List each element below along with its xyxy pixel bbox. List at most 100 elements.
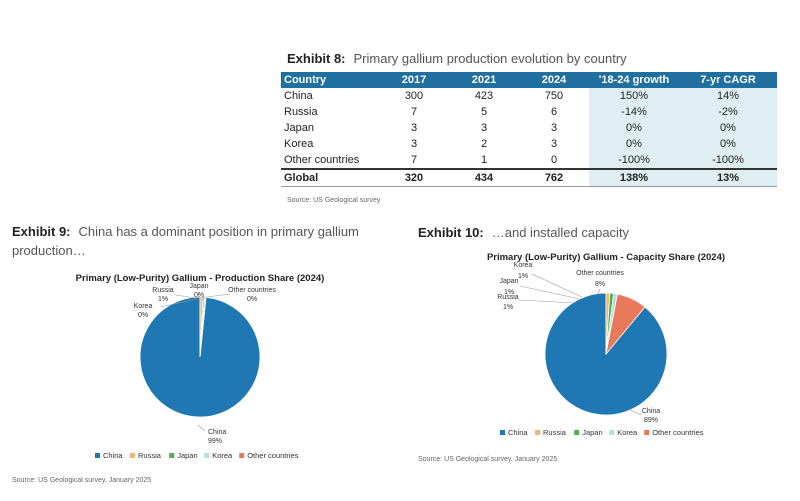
table-cell: 0 <box>550 154 558 166</box>
legend-swatch <box>204 453 210 458</box>
table-cell: 7 <box>410 106 418 118</box>
slice-label-other-countries: Other countries <box>576 270 624 277</box>
legend-item-japan: Japan <box>169 451 198 460</box>
exhibit9-title: Exhibit 9: China has a dominant position … <box>12 222 359 260</box>
legend-item-russia: Russia <box>535 428 567 437</box>
legend-item-other-countries: Other countries <box>644 428 704 437</box>
leader-line-korea <box>159 298 198 308</box>
slice-value-korea: 1% <box>518 273 528 280</box>
exhibit10-title-text: …and installed capacity <box>491 225 630 240</box>
leader-line-russia <box>174 294 197 299</box>
table-row: Other countries 7 1 0 -100% -100% <box>281 152 777 169</box>
legend-swatch <box>169 453 175 458</box>
legend-item-china: China <box>95 451 123 460</box>
table-cell: 2 <box>480 138 488 150</box>
col-header-growth: '18-24 growth <box>589 72 679 88</box>
table-cell: 14% <box>679 88 777 104</box>
legend-swatch <box>95 453 100 458</box>
legend-item-japan: Japan <box>574 428 603 437</box>
legend-label: Korea <box>212 451 233 460</box>
table-cell: Global <box>281 168 379 187</box>
exhibit9-title-line1: China has a dominant position in primary… <box>78 224 359 239</box>
table-cell: 3 <box>410 138 418 150</box>
table-cell: 0% <box>589 136 679 152</box>
legend-item-korea: Korea <box>609 428 638 437</box>
table-cell: 762 <box>519 168 589 187</box>
table-cell: 750 <box>544 90 564 102</box>
legend-swatch <box>239 453 245 458</box>
table-total-row: Global 320 434 762 138% 13% <box>281 168 777 187</box>
table-cell: 7 <box>410 154 418 166</box>
legend-swatch <box>609 430 615 435</box>
col-header-2021: 2021 <box>449 72 519 88</box>
exhibit8-label: Exhibit 8: <box>287 51 346 66</box>
exhibit8-source: Source: US Geological survey <box>287 197 381 204</box>
leader-line-china <box>197 424 206 432</box>
col-header-country: Country <box>281 72 379 88</box>
exhibit8-title-text: Primary gallium production evolution by … <box>353 51 627 66</box>
legend-label: Russia <box>138 451 162 460</box>
slice-value-russia: 1% <box>503 304 513 311</box>
legend-label: Other countries <box>247 451 299 460</box>
slice-value-other-countries: 0% <box>247 296 257 303</box>
legend-label: Korea <box>617 428 638 437</box>
table-cell: 423 <box>474 90 494 102</box>
table-row: Korea 3 2 3 0% 0% <box>281 136 777 152</box>
table-cell: 434 <box>449 168 519 187</box>
slice-value-other-countries: 8% <box>595 281 605 288</box>
production-share-pie-chart: Primary (Low-Purity) Gallium - Productio… <box>76 273 325 460</box>
table-header-row: Country 2017 2021 2024 '18-24 growth 7-y… <box>281 72 777 88</box>
slice-value-russia: 1% <box>158 296 168 303</box>
legend-item-china: China <box>500 428 528 437</box>
legend-swatch <box>130 453 135 458</box>
leader-line-japan <box>197 292 200 299</box>
leader-line-russia <box>517 299 578 304</box>
table-cell: 3 <box>410 122 418 134</box>
pie-chart-title: Primary (Low-Purity) Gallium - Capacity … <box>487 252 725 263</box>
table-row: Japan 3 3 3 0% 0% <box>281 120 777 136</box>
slice-label-korea: Korea <box>134 303 153 310</box>
leader-line-japan <box>519 285 581 300</box>
legend-swatch <box>535 430 540 435</box>
slice-value-korea: 0% <box>138 312 148 319</box>
col-header-2024: 2024 <box>519 72 589 88</box>
table-cell: -14% <box>589 104 679 120</box>
table-cell: 3 <box>550 122 558 134</box>
legend-label: Japan <box>177 451 197 460</box>
legend-swatch <box>500 430 505 435</box>
table-row: China 300 423 750 150% 14% <box>281 88 777 104</box>
legend-label: China <box>103 451 123 460</box>
table-cell: -100% <box>679 152 777 169</box>
table-cell: Korea <box>284 138 314 150</box>
table-cell: -2% <box>679 104 777 120</box>
exhibit10-label: Exhibit 10: <box>418 225 484 240</box>
exhibit9-source: Source: US Geological survey, January 20… <box>12 477 152 484</box>
col-header-cagr: 7-yr CAGR <box>679 72 777 88</box>
legend-swatch <box>644 430 650 435</box>
legend-item-russia: Russia <box>130 451 162 460</box>
table-cell: 0% <box>679 136 777 152</box>
slice-label-japan: Japan <box>189 283 208 290</box>
exhibit8-title: Exhibit 8: Primary gallium production evo… <box>287 51 627 66</box>
table-row: Russia 7 5 6 -14% -2% <box>281 104 777 120</box>
slice-label-other-countries: Other countries <box>228 287 276 294</box>
slice-value-japan: 1% <box>504 289 514 296</box>
table-cell: 0% <box>679 120 777 136</box>
table-cell: 138% <box>589 168 679 187</box>
capacity-share-pie-chart: Primary (Low-Purity) Gallium - Capacity … <box>487 252 725 437</box>
table-cell: 6 <box>550 106 558 118</box>
leader-line-other-countries <box>198 293 231 299</box>
legend-item-other-countries: Other countries <box>239 451 299 460</box>
exhibit10-title: Exhibit 10: …and installed capacity <box>418 225 629 240</box>
exhibit9-title-line2: production… <box>12 243 86 258</box>
col-header-2017: 2017 <box>379 72 449 88</box>
slice-value-japan: 0% <box>194 292 204 299</box>
table-cell: 3 <box>550 138 558 150</box>
table-cell: 5 <box>480 106 488 118</box>
legend-label: China <box>508 428 528 437</box>
leader-line-china <box>629 409 643 416</box>
legend-swatch <box>574 430 580 435</box>
table-cell: 320 <box>379 168 449 187</box>
table-cell: 0% <box>589 120 679 136</box>
slice-label-japan: Japan <box>499 278 518 285</box>
